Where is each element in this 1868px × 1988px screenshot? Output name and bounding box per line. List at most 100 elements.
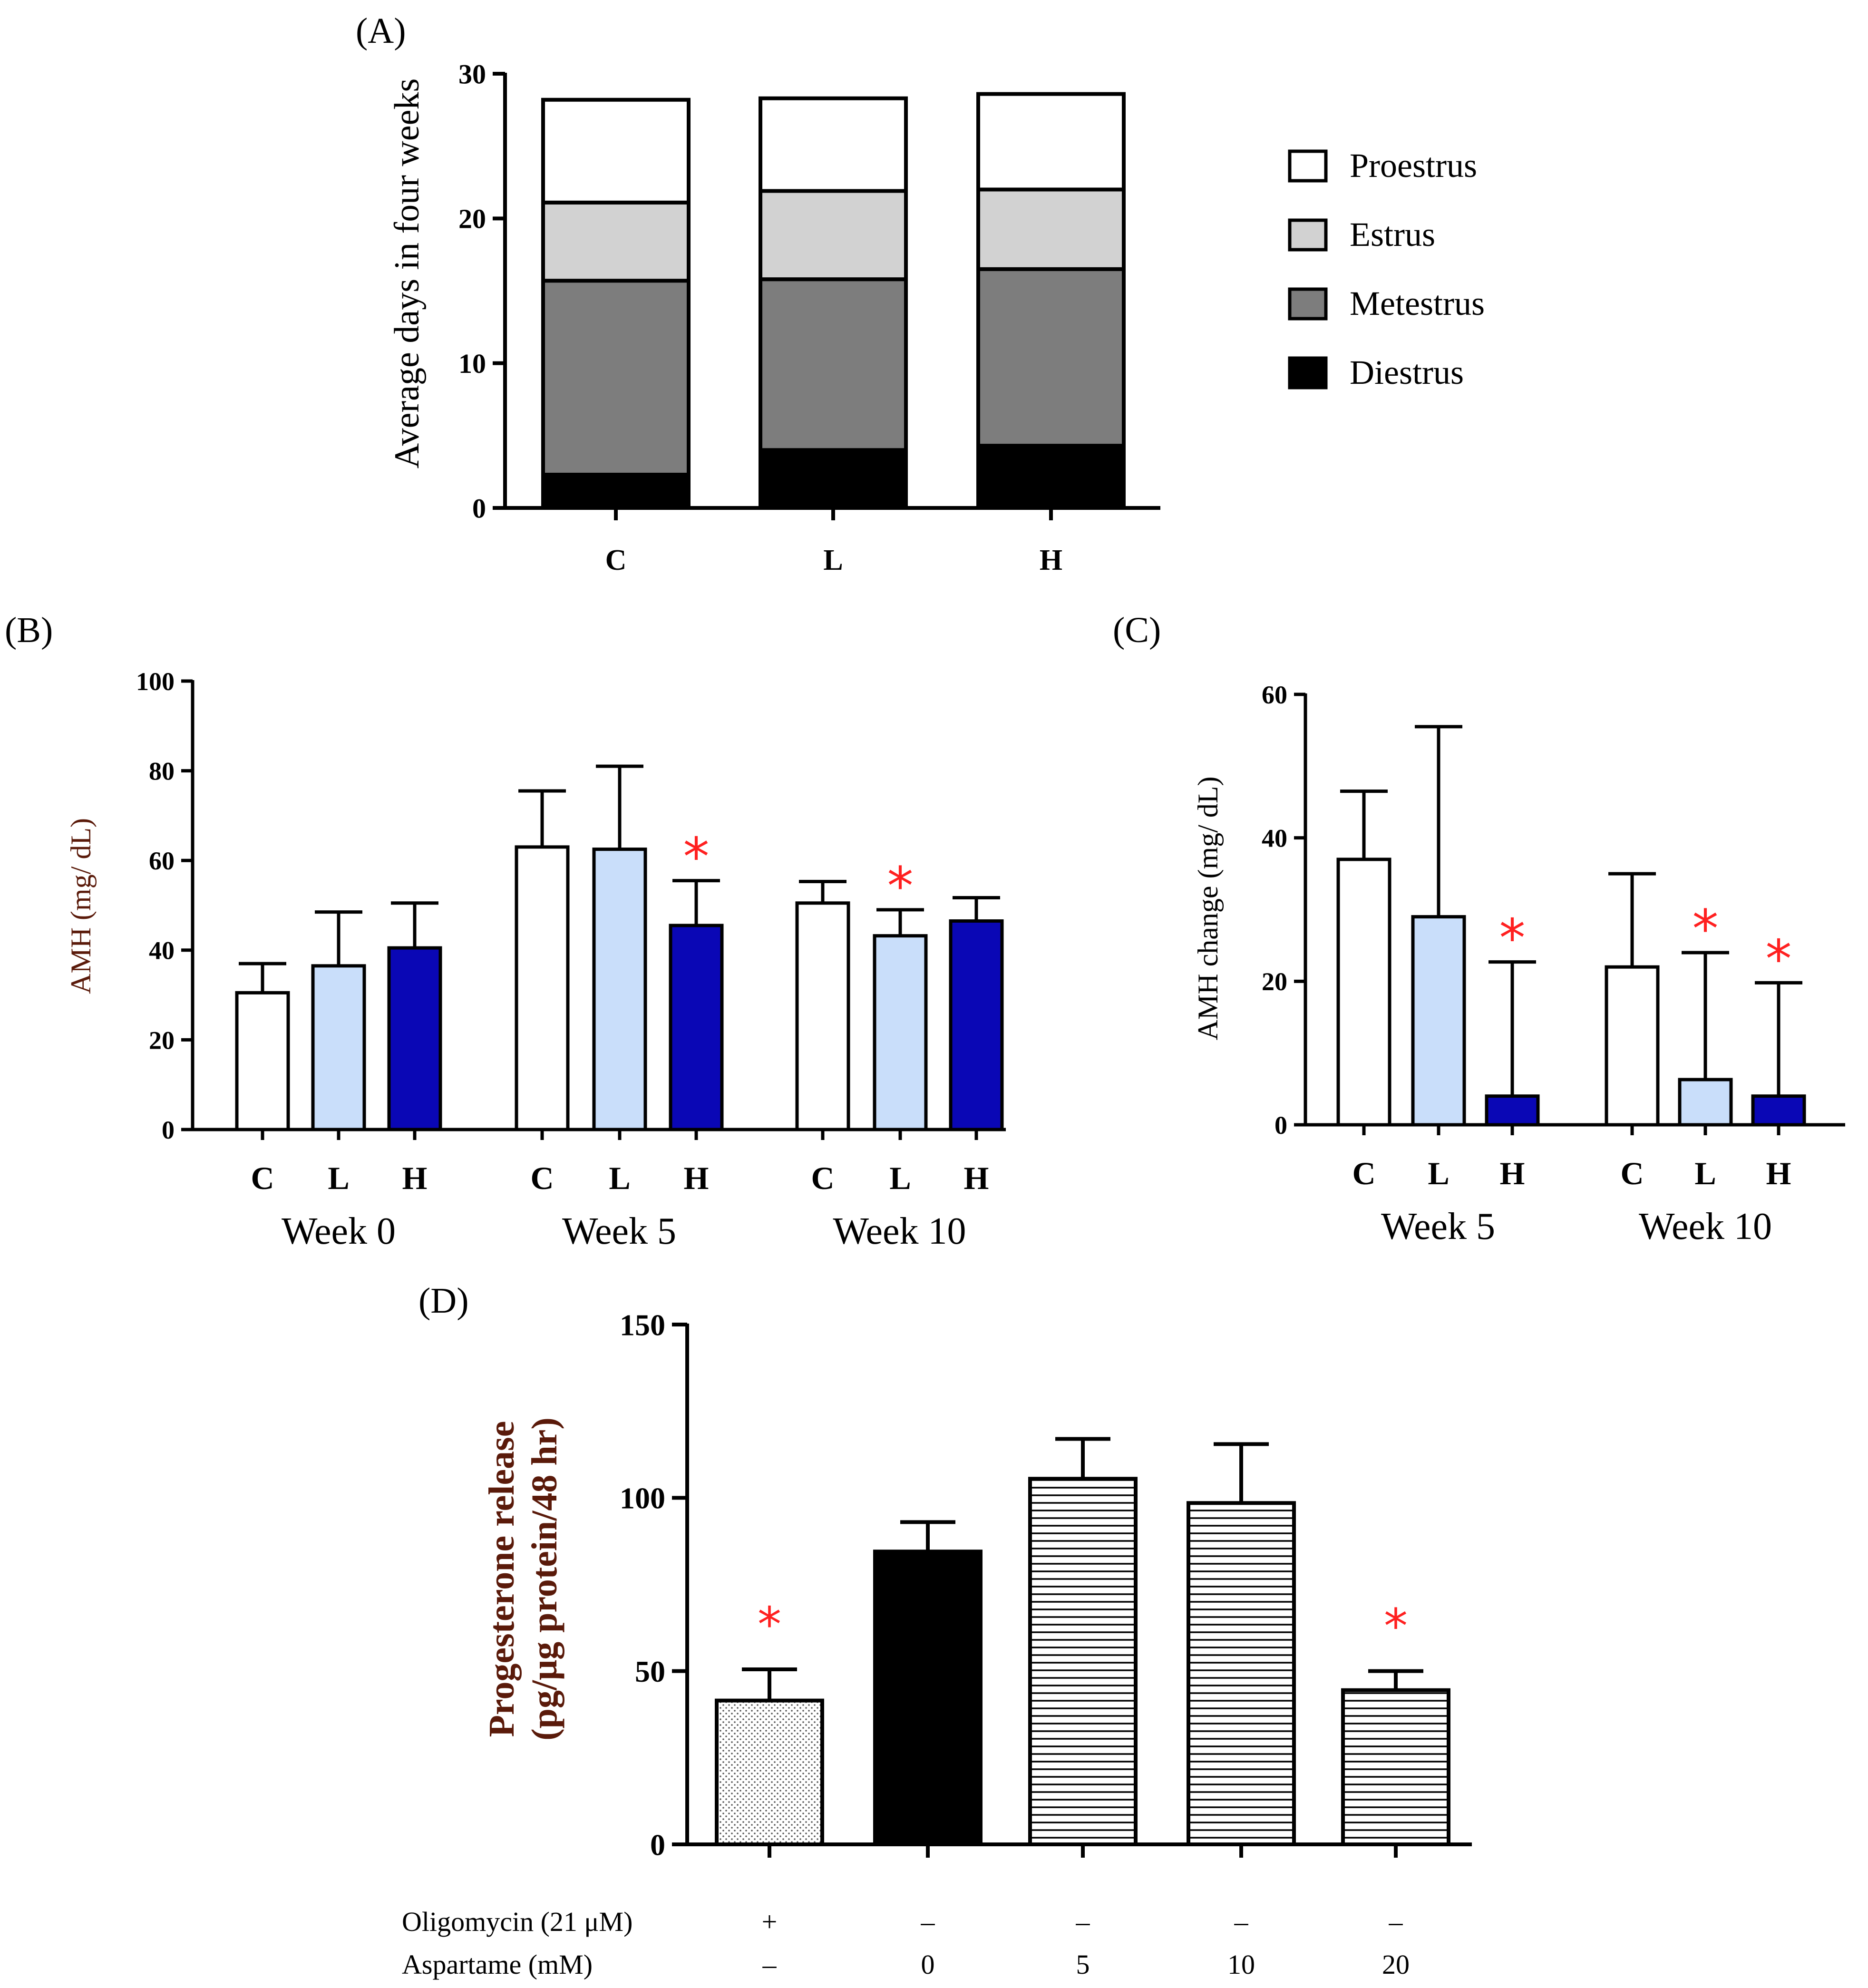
panel-d-y-tick-label: 50	[635, 1655, 665, 1688]
panel-b-week0-c-bar	[235, 991, 290, 1131]
panel-c-week5-c-bar	[1336, 858, 1391, 1127]
panel-d-bars: * *	[715, 1437, 1450, 1847]
panel-b-week5-h-bar	[669, 924, 724, 1131]
panel-c-y-tick-label: 0	[1275, 1111, 1287, 1140]
panel-d-row-label-aspartame: Aspartame (mM)	[402, 1949, 593, 1980]
panel-d-label: (D)	[418, 1281, 469, 1321]
legend-swatch-estrus	[1288, 218, 1328, 252]
panel-c-y-tick-label: 20	[1262, 967, 1287, 996]
panel-a-x-tick-label-h: H	[1040, 544, 1062, 576]
panel-b-week5-h-significance-star: *	[683, 827, 710, 887]
panel-d-row-2-value-2: 0	[921, 1949, 935, 1980]
panel-a-bar-h-diestrus	[976, 444, 1126, 510]
panel-b-group-label-week-5: Week 5	[562, 1210, 676, 1252]
panel-a-bar-l-proestrus	[759, 96, 908, 193]
panel-d-row-2-value-1: –	[762, 1949, 777, 1980]
panel-c-ylabel: AMH change (mg/ dL)	[1192, 777, 1224, 1041]
panel-b-y-tick-label: 60	[149, 847, 175, 875]
panel-a-legend: Proestrus Estrus Metestrus Diestrus	[1288, 146, 1485, 391]
panel-b-week10-l-bar	[873, 934, 928, 1131]
panel-b-bars: * *	[235, 764, 1004, 1131]
panel-b-week0-c-tick-label: C	[251, 1160, 274, 1196]
panel-b-group-label-week-0: Week 0	[282, 1210, 396, 1252]
panel-d-y-tick-label: 150	[620, 1308, 665, 1342]
panel-d-row-2-value-5: 20	[1382, 1949, 1410, 1980]
panel-b-week5-h-tick-label: H	[684, 1160, 709, 1196]
panel-b-week5-l-bar	[592, 848, 647, 1131]
panel-b-ylabel: AMH (mg/ dL)	[65, 818, 97, 994]
panel-c-y-tick-label: 40	[1262, 824, 1287, 853]
panel-d-ylabel-line-2: (pg/μg protein/48 hr)	[525, 1417, 564, 1740]
panel-b-week5-c-tick-label: C	[530, 1160, 554, 1196]
legend-swatch-metestrus	[1288, 287, 1328, 321]
panel-a-x-tick-label-l: L	[823, 544, 843, 576]
panel-b-group-label-week-10: Week 10	[833, 1210, 966, 1252]
panel-d-condition-1-bar	[715, 1698, 824, 1846]
panel-a-bar-c-metestrus	[541, 279, 691, 477]
panel-a-bar-c-diestrus	[541, 473, 691, 510]
panel-b-week0-l-bar	[311, 964, 366, 1131]
panel-c-label: (C)	[1113, 610, 1161, 650]
panel-a-bars	[541, 92, 1126, 510]
panel-c-week5-l-bar	[1411, 915, 1466, 1127]
panel-d-row-2-value-4: 10	[1227, 1949, 1255, 1980]
panel-c-group-label-week-5: Week 5	[1381, 1206, 1495, 1247]
panel-c-week5-h-significance-star: *	[1499, 908, 1526, 969]
panel-c-week5-h-tick-label: H	[1500, 1155, 1525, 1191]
legend-swatch-diestrus	[1288, 356, 1328, 390]
panel-c-week10-l-tick-label: L	[1694, 1155, 1716, 1191]
panel-d-condition-5-bar	[1341, 1688, 1450, 1847]
panel-c-week5-c-tick-label: C	[1352, 1155, 1375, 1191]
panel-d-condition-2-bar	[873, 1549, 983, 1846]
panel-c-week10-l-significance-star: *	[1693, 898, 1719, 959]
panel-d-y-tick-label: 0	[650, 1828, 665, 1861]
panel-c-week5-l-tick-label: L	[1428, 1155, 1449, 1191]
panel-b-y-tick-label: 20	[149, 1026, 175, 1054]
panel-d-row-1-value-5: –	[1389, 1906, 1403, 1937]
panel-a-bar-h-proestrus	[976, 92, 1126, 192]
panel-a-bar-h-estrus	[976, 187, 1126, 271]
panel-a-y-tick-label: 30	[458, 58, 486, 89]
panel-d-ylabel: Progesterone release (pg/μg protein/48 h…	[482, 1417, 564, 1740]
panel-a-label: (A)	[356, 11, 406, 51]
panel-b-label: (B)	[5, 610, 53, 650]
panel-d-ylabel-line-1: Progesterone release	[482, 1421, 522, 1737]
panel-b-week10-c-tick-label: C	[811, 1160, 834, 1196]
panel-c-week10-l-bar	[1678, 1078, 1733, 1127]
panel-b-week10-h-bar	[949, 919, 1004, 1131]
panel-a-bar-l-estrus	[759, 189, 908, 282]
panel-d-condition-1-significance-star: *	[758, 1597, 781, 1652]
panel-b-y-tick-label: 0	[162, 1116, 175, 1144]
panel-b-week10-c-bar	[795, 901, 850, 1131]
panel-b-y-tick-label: 80	[149, 757, 175, 786]
panel-c-week10-h-tick-label: H	[1766, 1155, 1791, 1191]
legend-swatch-proestrus	[1288, 149, 1328, 183]
legend-label-estrus: Estrus	[1350, 215, 1435, 253]
panel-b-week10-h-tick-label: H	[964, 1160, 989, 1196]
legend-label-proestrus: Proestrus	[1350, 146, 1477, 185]
panel-a-x-tick-label-c: C	[605, 544, 627, 576]
panel-a-y-tick-label: 20	[458, 204, 486, 234]
panel-a-bar-l-diestrus	[759, 448, 908, 510]
panel-b-week5-c-bar	[515, 845, 570, 1131]
panel-b-week5-l-tick-label: L	[609, 1160, 630, 1196]
panel-d-condition-4-bar	[1187, 1501, 1296, 1847]
panel-c-week10-c-bar	[1605, 965, 1660, 1127]
panel-a-bar-h-metestrus	[976, 267, 1126, 448]
panel-c-week10-h-bar	[1751, 1094, 1806, 1127]
legend-label-diestrus: Diestrus	[1350, 353, 1464, 391]
panel-c-bars: * * *	[1336, 725, 1806, 1127]
panel-d-y-tick-label: 100	[620, 1481, 665, 1515]
panel-d-row-2-value-3: 5	[1076, 1949, 1090, 1980]
panel-b-week0-h-bar	[387, 946, 442, 1131]
panel-b-week0-l-tick-label: L	[328, 1160, 349, 1196]
panel-d-row-1-value-1: +	[762, 1906, 778, 1937]
panel-d-condition-5-significance-star: *	[1384, 1598, 1408, 1654]
panel-b-y-tick-label: 100	[136, 667, 175, 696]
panel-d-row-1-value-3: –	[1076, 1906, 1090, 1937]
